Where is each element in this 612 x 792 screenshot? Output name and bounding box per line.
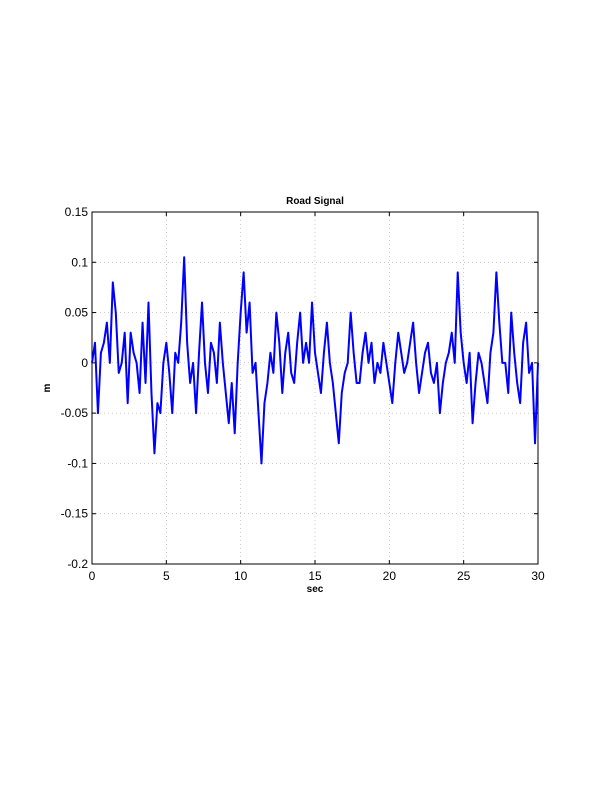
y-tick-label: -0.1 — [67, 456, 88, 470]
y-tick-label: -0.15 — [61, 507, 89, 521]
y-tick-label: -0.05 — [61, 406, 89, 420]
y-tick-label: 0.15 — [65, 205, 89, 219]
x-tick-label: 30 — [531, 569, 545, 583]
x-tick-label: 5 — [163, 569, 170, 583]
x-tick-label: 20 — [383, 569, 397, 583]
x-tick-label: 0 — [89, 569, 96, 583]
y-axis-label: m — [42, 383, 53, 392]
y-tick-label: 0 — [81, 356, 88, 370]
x-tick-label: 25 — [457, 569, 471, 583]
y-tick-label: 0.05 — [65, 306, 89, 320]
y-tick-label: 0.1 — [71, 255, 88, 269]
x-axis-label: sec — [307, 584, 324, 595]
data-line — [91, 256, 539, 465]
y-tick-label: -0.2 — [67, 557, 88, 571]
x-tick-label: 15 — [308, 569, 322, 583]
chart-title: Road Signal — [286, 196, 344, 207]
x-tick-label: 10 — [234, 569, 248, 583]
